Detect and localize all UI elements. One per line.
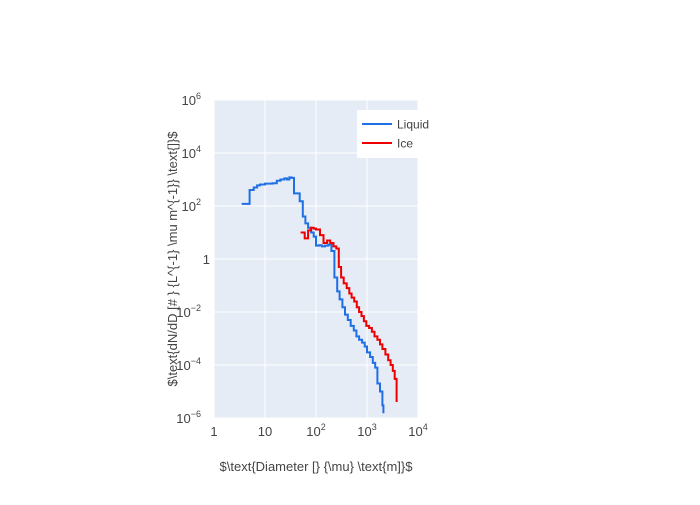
x-axis-title: $\text{Diameter [} {\mu} \text{m]}$ <box>220 459 414 474</box>
y-axis-tick-labels: 10−6 10−4 10−2 1 102 104 106 <box>176 91 210 426</box>
y-tick-label: 106 <box>182 91 201 108</box>
y-tick-label: 104 <box>182 144 201 161</box>
legend-label-ice: Ice <box>397 137 413 151</box>
series-line-ice <box>300 226 398 402</box>
x-tick-label: 1 <box>210 424 217 439</box>
y-axis-title: $\text{dN/dD [# } {L^{-1} \mu m^{-1}} \t… <box>165 131 180 387</box>
x-tick-label: 104 <box>408 422 427 439</box>
y-tick-label: 1 <box>203 252 210 267</box>
x-axis-tick-labels: 1 10 102 103 104 <box>210 422 427 439</box>
x-tick-label: 10 <box>258 424 272 439</box>
x-tick-label: 102 <box>306 422 325 439</box>
legend-label-liquid: Liquid <box>397 118 429 132</box>
legend[interactable]: Liquid Ice <box>357 110 431 158</box>
series-line-liquid <box>241 176 385 414</box>
y-tick-label: 10−2 <box>176 303 201 320</box>
y-tick-label: 102 <box>182 197 201 214</box>
y-tick-label: 10−4 <box>176 356 201 373</box>
series-layer <box>241 176 398 414</box>
x-tick-label: 103 <box>357 422 376 439</box>
y-tick-label: 10−6 <box>176 409 201 426</box>
legend-box <box>357 110 431 158</box>
